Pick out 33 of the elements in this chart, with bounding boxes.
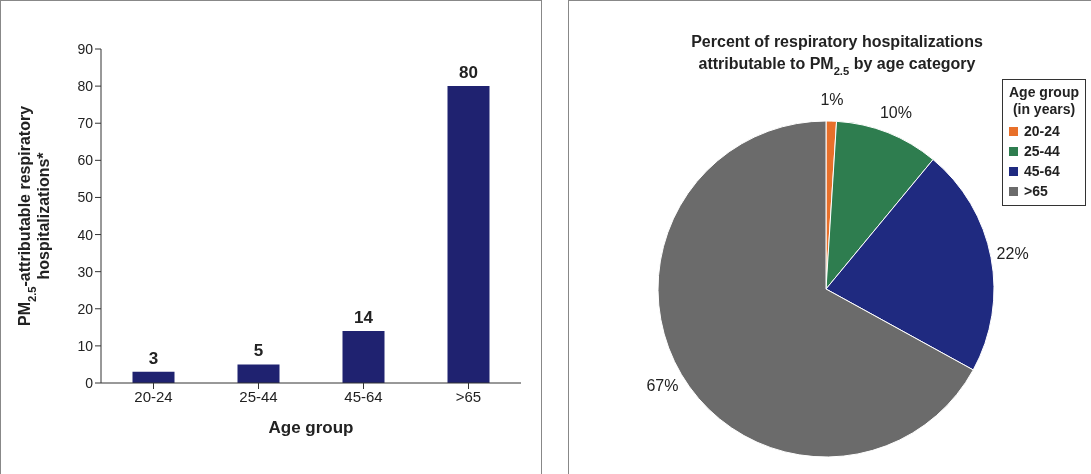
y-tick-label: 60 <box>77 152 94 169</box>
legend-label: 25-44 <box>1024 142 1060 161</box>
y-tick-label: 70 <box>77 115 94 132</box>
x-tick-label: 25-44 <box>239 387 278 405</box>
data-label: 1% <box>820 90 844 108</box>
legend-label: 20-24 <box>1024 122 1060 141</box>
bar <box>342 331 385 383</box>
x-axis-title: Age group <box>268 418 354 437</box>
data-label: 80 <box>459 63 478 83</box>
chart-title: Percent of respiratory hospitalizations attributable to PM$_{2.5}$ by age category <box>691 33 983 77</box>
legend-label: 45-64 <box>1024 162 1060 181</box>
y-tick-label: 90 <box>77 40 94 57</box>
data-label: 22% <box>996 244 1029 262</box>
data-label: 5 <box>253 341 264 361</box>
legend-label: >65 <box>1024 182 1048 201</box>
legend-title: Age group (in years) <box>1009 84 1079 118</box>
bar <box>132 371 175 383</box>
x-tick-label: 20-24 <box>134 387 173 405</box>
data-label: 67% <box>646 377 679 395</box>
bar <box>447 86 490 383</box>
bar <box>237 364 280 383</box>
y-tick-label: 50 <box>77 189 94 206</box>
y-tick-label: 0 <box>85 374 94 391</box>
y-tick-label: 80 <box>77 78 94 95</box>
y-tick-label: 40 <box>77 226 94 243</box>
data-label: 10% <box>879 103 912 121</box>
data-label: 14 <box>354 308 374 328</box>
x-tick-label: 45-64 <box>344 387 383 405</box>
y-tick-label: 20 <box>77 300 94 317</box>
y-tick-label: 10 <box>77 337 94 354</box>
x-tick-label: >65 <box>455 387 482 405</box>
y-tick-label: 30 <box>77 263 94 280</box>
data-label: 3 <box>148 348 159 368</box>
